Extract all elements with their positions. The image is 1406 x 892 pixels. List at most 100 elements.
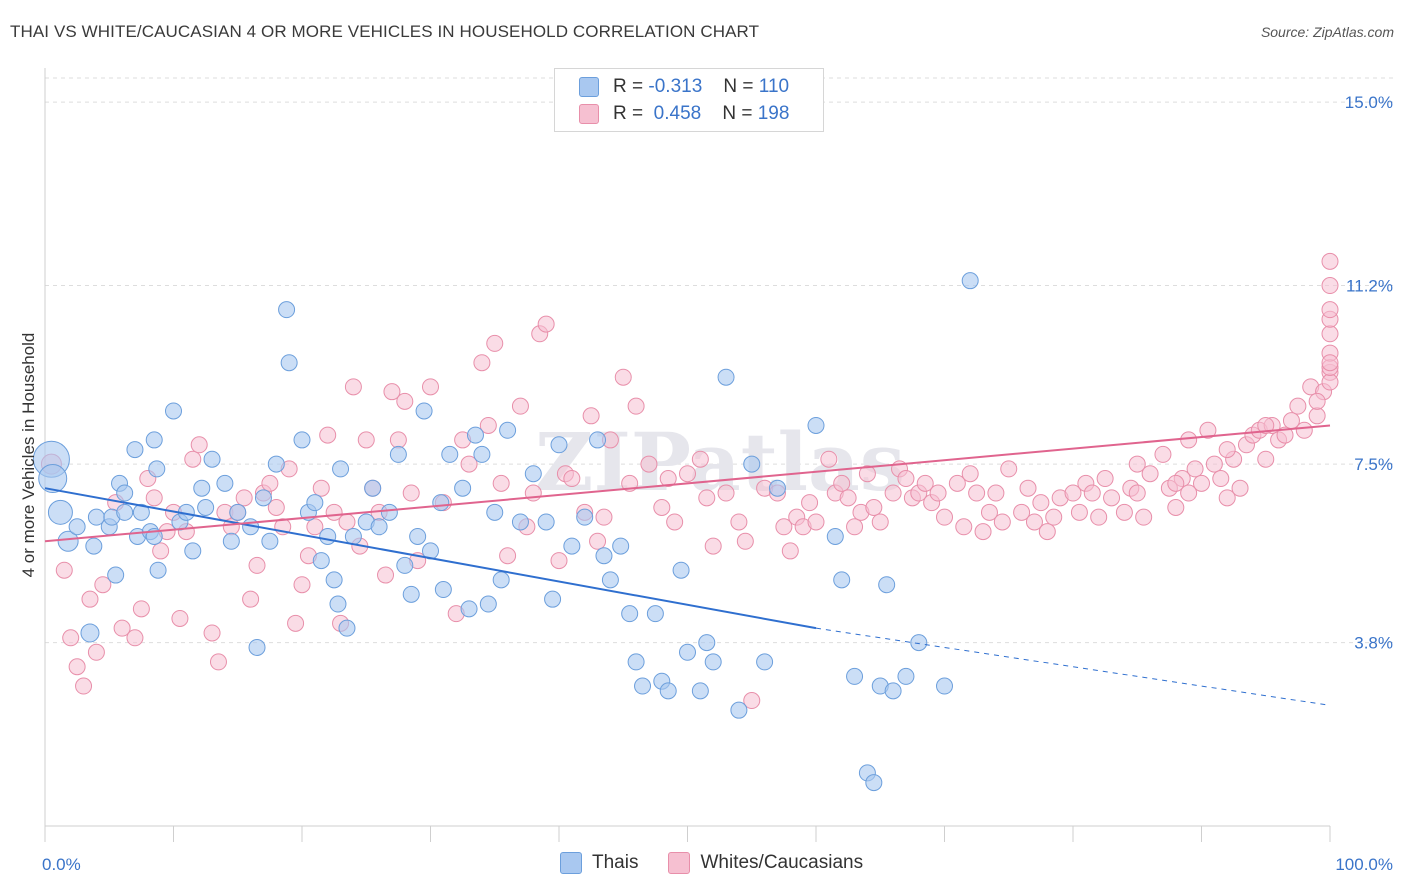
data-point-whites: [589, 532, 607, 550]
data-point-thais: [550, 436, 568, 454]
data-point-thais: [466, 426, 484, 444]
data-point-whites: [1154, 445, 1172, 463]
data-point-thais: [165, 402, 182, 420]
data-point-whites: [1128, 484, 1146, 502]
data-point-thais: [329, 595, 347, 613]
data-point-thais: [432, 494, 450, 512]
data-point-whites: [1257, 416, 1275, 434]
data-point-whites: [1321, 325, 1339, 343]
data-point-whites: [691, 450, 709, 468]
data-point-whites: [389, 431, 407, 449]
data-point-whites: [1321, 252, 1339, 270]
data-point-thais: [126, 441, 144, 459]
data-point-thais: [601, 571, 619, 589]
data-point-whites: [1025, 513, 1043, 531]
data-point-whites: [1321, 354, 1339, 372]
legend-swatch-blue: [560, 852, 582, 874]
tick-labels: 3.8% 7.5% 11.2% 15.0% 0.0% 100.0%: [42, 93, 1393, 874]
data-point-whites: [980, 503, 998, 521]
data-point-thais: [884, 682, 902, 700]
data-point-whites: [916, 474, 934, 492]
data-point-thais: [846, 667, 864, 685]
data-point-thais: [492, 571, 510, 589]
data-point-whites: [492, 474, 510, 492]
legend-r-value: 0.458: [653, 103, 702, 124]
data-point-whites: [1135, 508, 1153, 526]
data-point-whites: [293, 576, 311, 594]
data-point-whites: [190, 436, 208, 454]
data-point-thais: [293, 431, 311, 449]
legend-row-whites: R = 0.458 N = 198: [579, 101, 789, 127]
data-point-thais: [511, 513, 529, 531]
data-point-whites: [839, 489, 857, 507]
data-point-thais: [38, 464, 68, 494]
data-point-whites: [717, 484, 735, 502]
data-point-thais: [380, 503, 398, 521]
data-point-thais: [149, 561, 167, 579]
data-point-whites: [357, 431, 375, 449]
data-point-whites: [145, 489, 163, 507]
data-point-thais: [280, 354, 298, 372]
data-point-whites: [1038, 523, 1056, 541]
data-point-thais: [222, 532, 240, 550]
legend-swatch-blue: [579, 77, 599, 97]
data-point-whites: [267, 498, 285, 516]
legend-item-whites[interactable]: Whites/Caucasians: [668, 852, 863, 874]
data-point-thais: [145, 431, 163, 449]
data-point-whites: [948, 474, 966, 492]
data-point-whites: [614, 368, 632, 386]
data-point-whites: [1013, 503, 1031, 521]
data-point-thais: [897, 667, 915, 685]
data-point-whites: [113, 619, 131, 637]
data-point-thais: [306, 494, 324, 512]
data-point-thais: [544, 590, 562, 608]
chart-title: THAI VS WHITE/CAUCASIAN 4 OR MORE VEHICL…: [10, 22, 760, 41]
data-point-thais: [646, 605, 664, 623]
data-point-thais: [576, 508, 594, 526]
data-point-thais: [717, 368, 735, 386]
data-point-thais: [68, 518, 86, 536]
data-point-thais: [499, 421, 517, 439]
data-point-thais: [730, 701, 748, 719]
data-point-whites: [479, 416, 497, 434]
data-point-whites: [659, 470, 677, 488]
data-point-thais: [454, 479, 472, 497]
data-point-whites: [55, 561, 73, 579]
data-point-thais: [396, 556, 414, 574]
data-point-thais: [57, 530, 79, 552]
data-point-whites: [679, 465, 696, 483]
trend-line-thais-extension: [815, 627, 1331, 706]
data-point-whites: [1064, 484, 1082, 502]
data-point-thais: [910, 634, 928, 652]
data-point-whites: [1231, 479, 1249, 497]
data-point-whites: [537, 315, 555, 333]
data-point-whites: [640, 455, 658, 473]
data-point-thais: [434, 581, 452, 599]
data-point-thais: [672, 561, 690, 579]
data-point-thais: [80, 623, 100, 643]
data-point-whites: [563, 470, 581, 488]
data-point-thais: [203, 450, 221, 468]
data-point-whites: [94, 576, 112, 594]
legend-swatch-pink: [579, 104, 599, 124]
data-point-whites: [75, 677, 93, 695]
data-point-whites: [1276, 426, 1294, 444]
data-point-whites: [743, 692, 761, 710]
data-point-thais: [743, 455, 761, 473]
data-point-whites: [1308, 407, 1326, 425]
data-point-whites: [1096, 470, 1114, 488]
data-point-whites: [897, 470, 915, 488]
data-point-whites: [987, 484, 1005, 502]
data-point-thais: [389, 445, 407, 463]
data-point-whites: [666, 513, 684, 531]
legend-n-label: N =: [723, 76, 754, 97]
data-point-thais: [278, 301, 296, 319]
legend-label-thais: Thais: [592, 852, 639, 873]
data-point-thais: [409, 527, 427, 545]
data-point-whites: [1257, 450, 1275, 468]
data-point-thais: [537, 513, 555, 531]
data-point-whites: [126, 629, 144, 647]
legend-item-thais[interactable]: Thais: [560, 852, 638, 874]
data-point-whites: [730, 513, 748, 531]
